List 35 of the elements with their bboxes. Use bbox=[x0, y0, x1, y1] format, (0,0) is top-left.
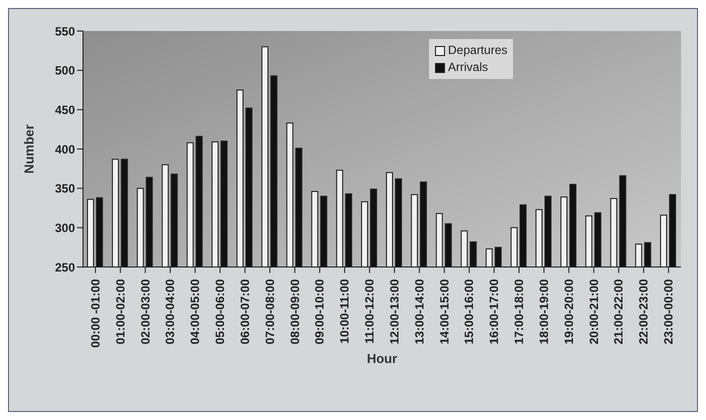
x-tick-label: 22:00-23:00 bbox=[636, 278, 651, 344]
x-tick-label: 23:00-00:00 bbox=[662, 278, 676, 344]
x-tick-label: 01:00-02:00 bbox=[113, 278, 128, 344]
x-tick-label: 02:00-03:00 bbox=[138, 278, 152, 344]
y-axis-title: Number bbox=[22, 124, 37, 174]
x-tick-label: 18:00-19:00 bbox=[536, 278, 551, 344]
y-tick-label: 400 bbox=[54, 142, 76, 156]
y-tick-label: 500 bbox=[54, 64, 76, 78]
y-tick-label: 350 bbox=[54, 182, 76, 196]
x-tick-label: 16:00-17:00 bbox=[487, 278, 502, 344]
x-tick-label: 15:00-16:00 bbox=[462, 278, 476, 344]
x-tick-label: 07:00-08:00 bbox=[262, 278, 277, 344]
x-tick-label: 19:00-20:00 bbox=[562, 278, 576, 344]
x-tick-label: 00:00 -01:00 bbox=[88, 278, 102, 348]
x-tick-label: 08:00-09:00 bbox=[288, 278, 302, 344]
x-tick-label: 04:00-05:00 bbox=[188, 278, 202, 344]
x-tick-label: 05:00-06:00 bbox=[213, 278, 228, 344]
y-tick-label: 450 bbox=[54, 102, 76, 117]
x-tick-label: 14:00-15:00 bbox=[437, 278, 452, 344]
x-tick-label: 12:00-13:00 bbox=[387, 278, 402, 344]
x-tick-label: 03:00-04:00 bbox=[163, 278, 178, 344]
x-tick-label: 09:00-10:00 bbox=[312, 278, 327, 344]
x-tick-label: 11:00-12:00 bbox=[362, 278, 377, 344]
y-tick-label: 250 bbox=[54, 260, 76, 274]
legend-label: Departures bbox=[448, 42, 508, 59]
legend-label: Arrivals bbox=[448, 59, 488, 76]
x-tick-label: 10:00-11:00 bbox=[338, 278, 352, 344]
y-tick-label: 550 bbox=[54, 24, 76, 38]
x-tick-label: 06:00-07:00 bbox=[238, 278, 252, 344]
x-tick-label: 20:00-21:00 bbox=[586, 278, 601, 344]
x-tick-label: 17:00-18:00 bbox=[512, 278, 526, 344]
y-tick-label: 300 bbox=[54, 220, 76, 235]
x-axis-title: Hour bbox=[366, 351, 398, 366]
x-tick-label: 13:00-14:00 bbox=[412, 278, 426, 344]
x-tick-label: 21:00-22:00 bbox=[612, 278, 626, 344]
